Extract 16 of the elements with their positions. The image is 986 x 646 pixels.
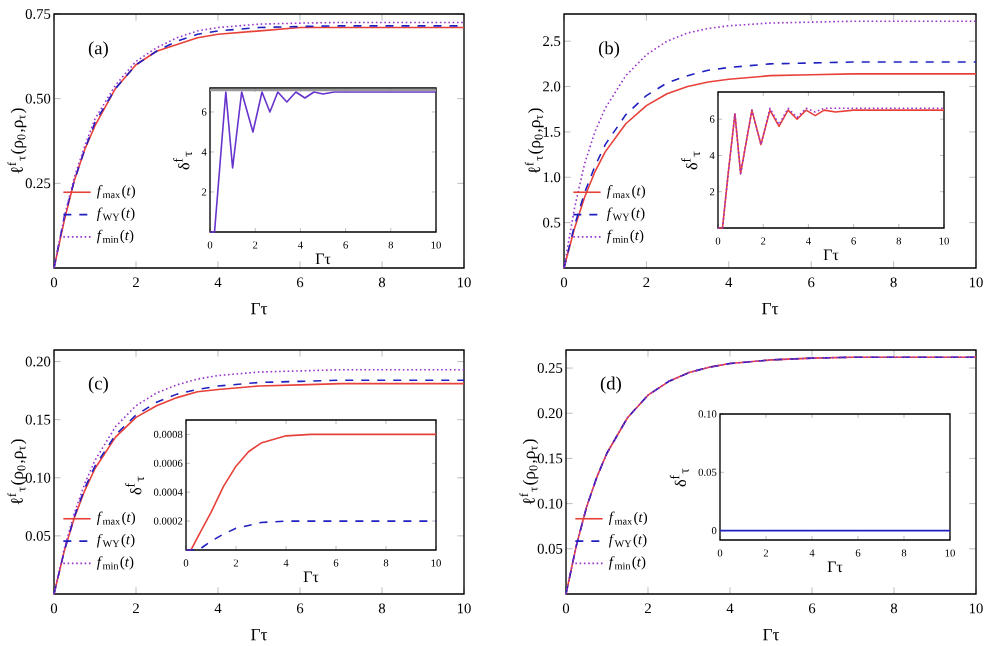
annotation: (b) [598,41,620,59]
y-axis-title: ℓ$^{f}$$_{τ}$(ρ$_{0}$,ρ$_{τ}$) [7,439,27,505]
x-axis-title: Γτ [251,302,268,315]
y-axis-title: ℓ$^{f}$$_{τ}$(ρ$_{0}$,ρ$_{τ}$) [524,108,544,174]
annotation: (a) [88,41,108,59]
x-axis-title: Γτ [762,302,779,315]
x-axis-title: Γτ [303,571,319,583]
y-axis-title: ℓ$^{f}$$_{τ}$(ρ$_{0}$,ρ$_{τ}$) [7,108,27,174]
x-axis-title: Γτ [763,628,780,641]
x-axis-title: Γτ [251,628,268,641]
x-axis-title: Γτ [823,249,839,261]
x-axis-title: Γτ [827,561,843,573]
y-axis-title: ℓ$^{f}$$_{τ}$(ρ$_{0}$,ρ$_{τ}$) [519,439,539,505]
annotation: (d) [600,376,621,394]
annotation: (c) [88,376,108,394]
x-axis-title: Γτ [315,253,331,265]
